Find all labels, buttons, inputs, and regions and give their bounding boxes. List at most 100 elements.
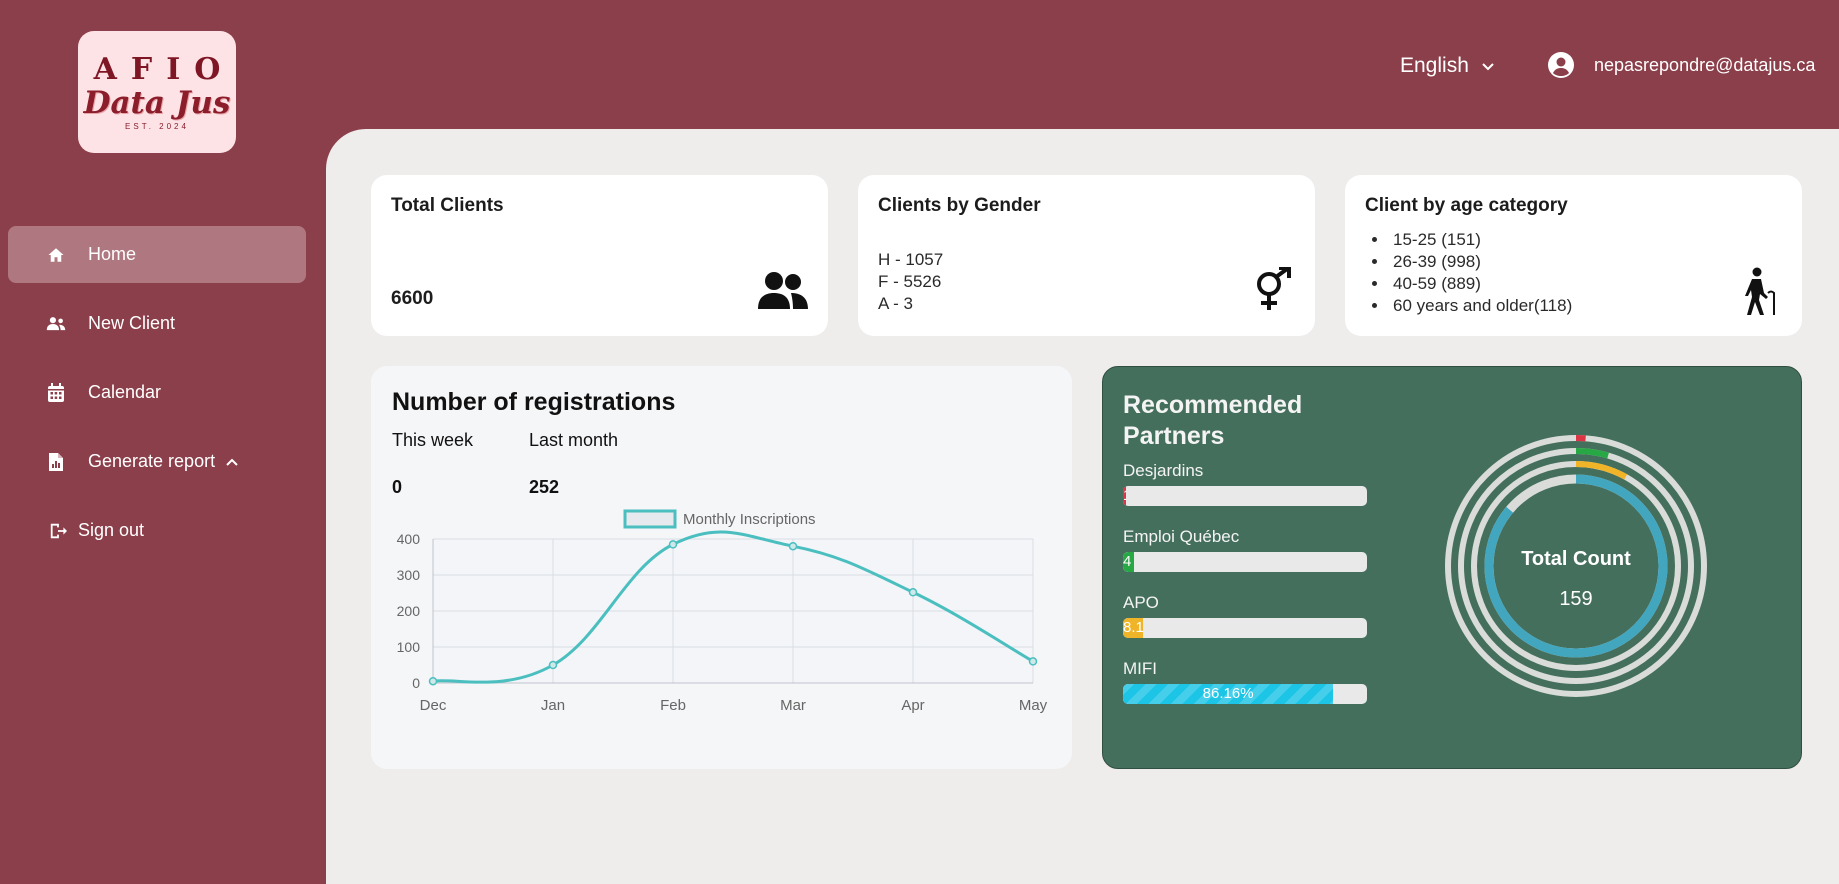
user-avatar-icon <box>1548 52 1574 78</box>
calendar-icon <box>46 382 66 403</box>
partner-progress-bar: 8.1 <box>1123 618 1367 638</box>
report-icon <box>46 452 66 472</box>
y-tick-label: 0 <box>412 675 420 691</box>
users-icon <box>46 314 66 334</box>
partner-progress-fill: 4 <box>1123 552 1134 572</box>
legend-swatch <box>623 509 677 529</box>
partner-name: Emploi Québec <box>1123 527 1240 546</box>
app-logo[interactable]: AFIO Data Jus EST. 2024 <box>78 31 236 153</box>
partner-emploi-quebec: Emploi Québec 4 <box>1123 527 1367 572</box>
x-tick-label: Apr <box>901 697 924 714</box>
registrations-title: Number of registrations <box>392 388 676 416</box>
age-list: 15-25 (151) 26-39 (998) 40-59 (889) 60 y… <box>1389 229 1572 317</box>
x-tick-label: Mar <box>780 697 806 714</box>
donut-center-value: 159 <box>1559 588 1592 610</box>
data-point <box>668 540 678 549</box>
data-point <box>788 541 798 551</box>
sidebar-item-sign-out[interactable]: Sign out <box>8 502 306 559</box>
sidebar-item-generate-report[interactable]: Generate report <box>8 433 306 490</box>
partner-mifi: MIFI 86.16% <box>1123 659 1367 704</box>
total-clients-card: Total Clients 6600 <box>371 175 828 336</box>
partner-name: APO <box>1123 593 1159 612</box>
elderly-person-icon <box>1743 267 1777 320</box>
card-title: Total Clients <box>391 195 504 216</box>
partner-progress-fill: 8.1 <box>1123 618 1143 638</box>
partner-progress-bar: 86.16% <box>1123 684 1367 704</box>
partner-progress-bar: 1 <box>1123 486 1367 506</box>
users-icon <box>757 271 809 316</box>
recommended-partners-card: Recommended Partners Desjardins 1 Emploi… <box>1102 366 1802 769</box>
partner-progress-bar: 4 <box>1123 552 1367 572</box>
user-account[interactable]: nepasrepondre@datajus.ca <box>1548 52 1815 78</box>
age-item: 60 years and older(118) <box>1389 295 1572 317</box>
partner-progress-fill: 1 <box>1123 486 1126 506</box>
partner-progress-label: 1 <box>1123 487 1126 504</box>
age-item: 15-25 (151) <box>1389 229 1572 251</box>
sidebar-item-label: Sign out <box>78 520 145 540</box>
age-item: 26-39 (998) <box>1389 251 1572 273</box>
x-tick-label: May <box>1019 697 1048 714</box>
donut-ring-desjardins <box>1445 435 1707 697</box>
x-tick-label: Jan <box>541 697 565 714</box>
series-line <box>432 530 1034 684</box>
partner-progress-label: 86.16% <box>1202 685 1254 702</box>
legend-label: Monthly Inscriptions <box>683 511 816 528</box>
user-email: nepasrepondre@datajus.ca <box>1594 54 1816 75</box>
gender-line: H - 1057 <box>878 250 944 269</box>
last-month-value: 252 <box>529 477 560 497</box>
y-tick-label: 200 <box>397 603 421 619</box>
total-clients-value: 6600 <box>391 288 434 309</box>
data-point <box>548 660 558 670</box>
sidebar-item-label: Home <box>88 244 137 264</box>
logo-line-afio: AFIO <box>93 51 235 87</box>
partners-title: Recommended Partners <box>1123 391 1303 450</box>
chevron-up-icon[interactable] <box>225 451 239 472</box>
partner-progress-fill: 86.16% <box>1123 684 1334 704</box>
gender-line: F - 5526 <box>878 272 942 291</box>
partner-progress-label: 4 <box>1123 553 1132 570</box>
partner-progress-label: 8.1 <box>1123 619 1143 636</box>
donut-ring-apo <box>1471 461 1681 671</box>
home-icon <box>46 245 66 265</box>
logo-line-datajus: Data Jus <box>83 84 231 121</box>
card-title: Client by age category <box>1365 195 1568 216</box>
this-week-value: 0 <box>392 477 403 497</box>
chevron-down-icon <box>1481 54 1495 78</box>
card-title: Clients by Gender <box>878 195 1041 216</box>
partner-name: MIFI <box>1123 659 1157 678</box>
this-week-label: This week <box>392 430 474 450</box>
sidebar-item-label: Generate report <box>88 451 216 471</box>
sidebar-nav: Home New Client Calendar Generate report… <box>8 226 306 571</box>
y-tick-label: 300 <box>397 567 421 583</box>
x-tick-label: Feb <box>660 697 686 714</box>
sidebar-item-label: Calendar <box>88 382 162 402</box>
sidebar-item-label: New Client <box>88 313 176 333</box>
gender-list: H - 1057 F - 5526 A - 3 <box>878 249 943 315</box>
x-tick-label: Dec <box>420 697 447 714</box>
partners-donut-chart: Total Count 159 <box>1445 435 1707 697</box>
sign-out-icon <box>48 521 68 541</box>
donut-center-label: Total Count <box>1521 548 1631 570</box>
data-point <box>1028 657 1038 666</box>
y-tick-label: 400 <box>397 531 421 547</box>
partner-name: Desjardins <box>1123 461 1204 480</box>
logo-line-est: EST. 2024 <box>125 121 189 131</box>
last-month-label: Last month <box>529 430 619 450</box>
clients-by-gender-card: Clients by Gender H - 1057 F - 5526 A - … <box>858 175 1315 336</box>
gender-icon <box>1253 266 1293 318</box>
partner-desjardins: Desjardins 1 <box>1123 461 1367 506</box>
donut-ring-emploi-qu-bec <box>1458 448 1694 684</box>
language-select[interactable]: English <box>1400 54 1495 78</box>
sidebar-item-home[interactable]: Home <box>8 226 306 283</box>
gender-line: A - 3 <box>878 294 913 313</box>
donut-ring-mifi <box>1484 474 1668 658</box>
y-tick-label: 100 <box>397 639 421 655</box>
data-point <box>428 676 438 686</box>
sidebar-item-calendar[interactable]: Calendar <box>8 364 306 421</box>
data-point <box>908 588 918 597</box>
clients-by-age-card: Client by age category 15-25 (151) 26-39… <box>1345 175 1802 336</box>
partner-apo: APO 8.1 <box>1123 593 1367 638</box>
age-item: 40-59 (889) <box>1389 273 1572 295</box>
registrations-card: Number of registrations This week Last m… <box>371 366 1072 769</box>
sidebar-item-new-client[interactable]: New Client <box>8 295 306 352</box>
